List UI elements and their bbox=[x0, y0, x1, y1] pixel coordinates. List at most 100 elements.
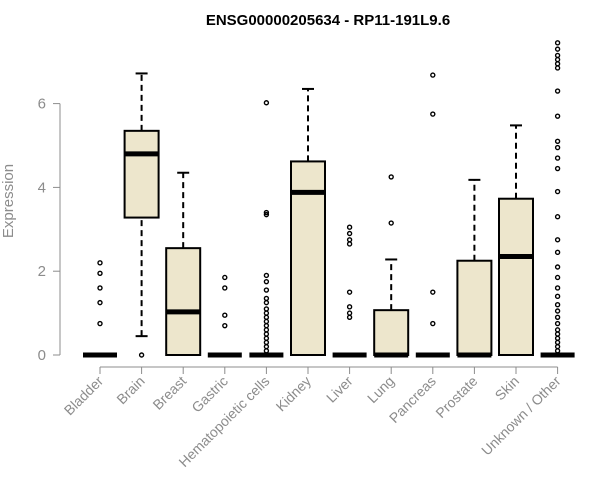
outlier-point bbox=[263, 209, 270, 216]
box-group bbox=[290, 87, 326, 356]
outlier-point bbox=[554, 65, 561, 71]
box-group bbox=[83, 260, 117, 358]
outlier-point bbox=[222, 285, 228, 291]
outlier-point bbox=[346, 289, 353, 295]
x-tick-label: Prostate bbox=[432, 373, 480, 421]
box-iqr bbox=[165, 247, 202, 356]
outlier-point bbox=[554, 52, 561, 59]
outlier-point bbox=[554, 214, 561, 220]
outlier-point bbox=[263, 278, 270, 285]
outlier-point bbox=[430, 320, 436, 327]
outlier-point bbox=[346, 310, 353, 316]
outlier-point bbox=[554, 113, 561, 119]
outlier-point bbox=[554, 348, 561, 354]
outlier-point bbox=[554, 285, 561, 291]
outlier-point bbox=[554, 61, 561, 67]
y-tick-label: 2 bbox=[38, 263, 46, 280]
outlier-point bbox=[97, 299, 103, 306]
outlier-point bbox=[222, 274, 228, 281]
box-group bbox=[456, 178, 493, 358]
x-tick-label: Unknown / Other bbox=[478, 373, 564, 459]
outlier-point bbox=[346, 237, 353, 243]
outlier-point bbox=[263, 272, 270, 279]
outlier-point bbox=[346, 241, 353, 247]
outlier-point bbox=[430, 72, 436, 78]
outlier-point bbox=[97, 285, 103, 291]
outlier-point bbox=[97, 260, 103, 266]
y-tick-label: 4 bbox=[38, 179, 46, 196]
outlier-point bbox=[263, 100, 270, 106]
outlier-point bbox=[554, 264, 561, 270]
outlier-point bbox=[263, 306, 270, 312]
box-group bbox=[165, 171, 202, 356]
outlier-point bbox=[554, 314, 561, 320]
outlier-point bbox=[554, 293, 561, 300]
y-tick-label: 0 bbox=[38, 347, 46, 364]
outlier-point bbox=[430, 111, 436, 117]
outlier-point bbox=[263, 211, 270, 218]
box-iqr bbox=[123, 129, 160, 219]
outlier-point bbox=[554, 308, 561, 314]
box-iqr bbox=[373, 309, 410, 356]
outlier-point bbox=[388, 220, 394, 226]
outlier-point bbox=[346, 304, 353, 310]
outlier-point bbox=[222, 312, 228, 318]
outlier-point bbox=[263, 327, 270, 333]
box-group bbox=[540, 40, 575, 358]
outlier-point bbox=[263, 299, 270, 306]
outlier-point bbox=[263, 310, 270, 316]
outlier-point bbox=[554, 335, 561, 341]
outlier-point bbox=[554, 165, 561, 172]
outlier-point bbox=[263, 314, 270, 320]
outlier-point bbox=[554, 343, 561, 350]
x-tick-label: Brain bbox=[113, 373, 147, 407]
x-tick-label: Bladder bbox=[61, 373, 107, 419]
outlier-point bbox=[138, 352, 145, 358]
x-tick-label: Liver bbox=[323, 373, 356, 406]
outlier-point bbox=[263, 287, 270, 293]
outlier-point bbox=[263, 318, 270, 325]
outlier-point bbox=[263, 331, 270, 337]
x-tick-label: Kidney bbox=[273, 373, 315, 415]
box-group bbox=[373, 174, 410, 358]
outlier-point bbox=[554, 88, 561, 94]
outlier-point bbox=[554, 249, 561, 256]
y-tick-label: 6 bbox=[38, 96, 46, 113]
box-iqr bbox=[498, 197, 534, 356]
y-axis-label: Expression bbox=[0, 164, 17, 238]
x-tick-label: Lung bbox=[364, 373, 397, 406]
box-group bbox=[207, 274, 242, 358]
outlier-point bbox=[430, 289, 436, 295]
box-group bbox=[123, 72, 160, 358]
box-group bbox=[249, 100, 284, 358]
outlier-point bbox=[346, 314, 353, 320]
outlier-point bbox=[554, 237, 561, 243]
outlier-point bbox=[554, 56, 561, 63]
outlier-point bbox=[554, 320, 561, 327]
outlier-point bbox=[346, 224, 353, 230]
outlier-point bbox=[554, 302, 561, 308]
box-group bbox=[332, 224, 367, 358]
boxes-layer bbox=[83, 40, 575, 358]
x-tick-label: Skin bbox=[492, 373, 523, 404]
box-group bbox=[415, 72, 450, 358]
outlier-point bbox=[554, 138, 561, 145]
outlier-point bbox=[554, 155, 561, 161]
outlier-point bbox=[222, 322, 228, 329]
box-iqr bbox=[456, 259, 493, 357]
outlier-point bbox=[346, 230, 353, 237]
outlier-point bbox=[263, 339, 270, 346]
chart-title: ENSG00000205634 - RP11-191L9.6 bbox=[206, 12, 450, 29]
outlier-point bbox=[263, 343, 270, 350]
outlier-point bbox=[263, 348, 270, 354]
outlier-point bbox=[554, 188, 561, 195]
outlier-point bbox=[554, 327, 561, 333]
outlier-point bbox=[97, 320, 103, 327]
outlier-point bbox=[263, 322, 270, 329]
box-group bbox=[498, 124, 534, 356]
x-tick-label: Breast bbox=[149, 373, 189, 413]
y-axis: 0 2 4 6 bbox=[38, 96, 61, 364]
outlier-point bbox=[97, 270, 103, 276]
outlier-point bbox=[554, 40, 561, 46]
